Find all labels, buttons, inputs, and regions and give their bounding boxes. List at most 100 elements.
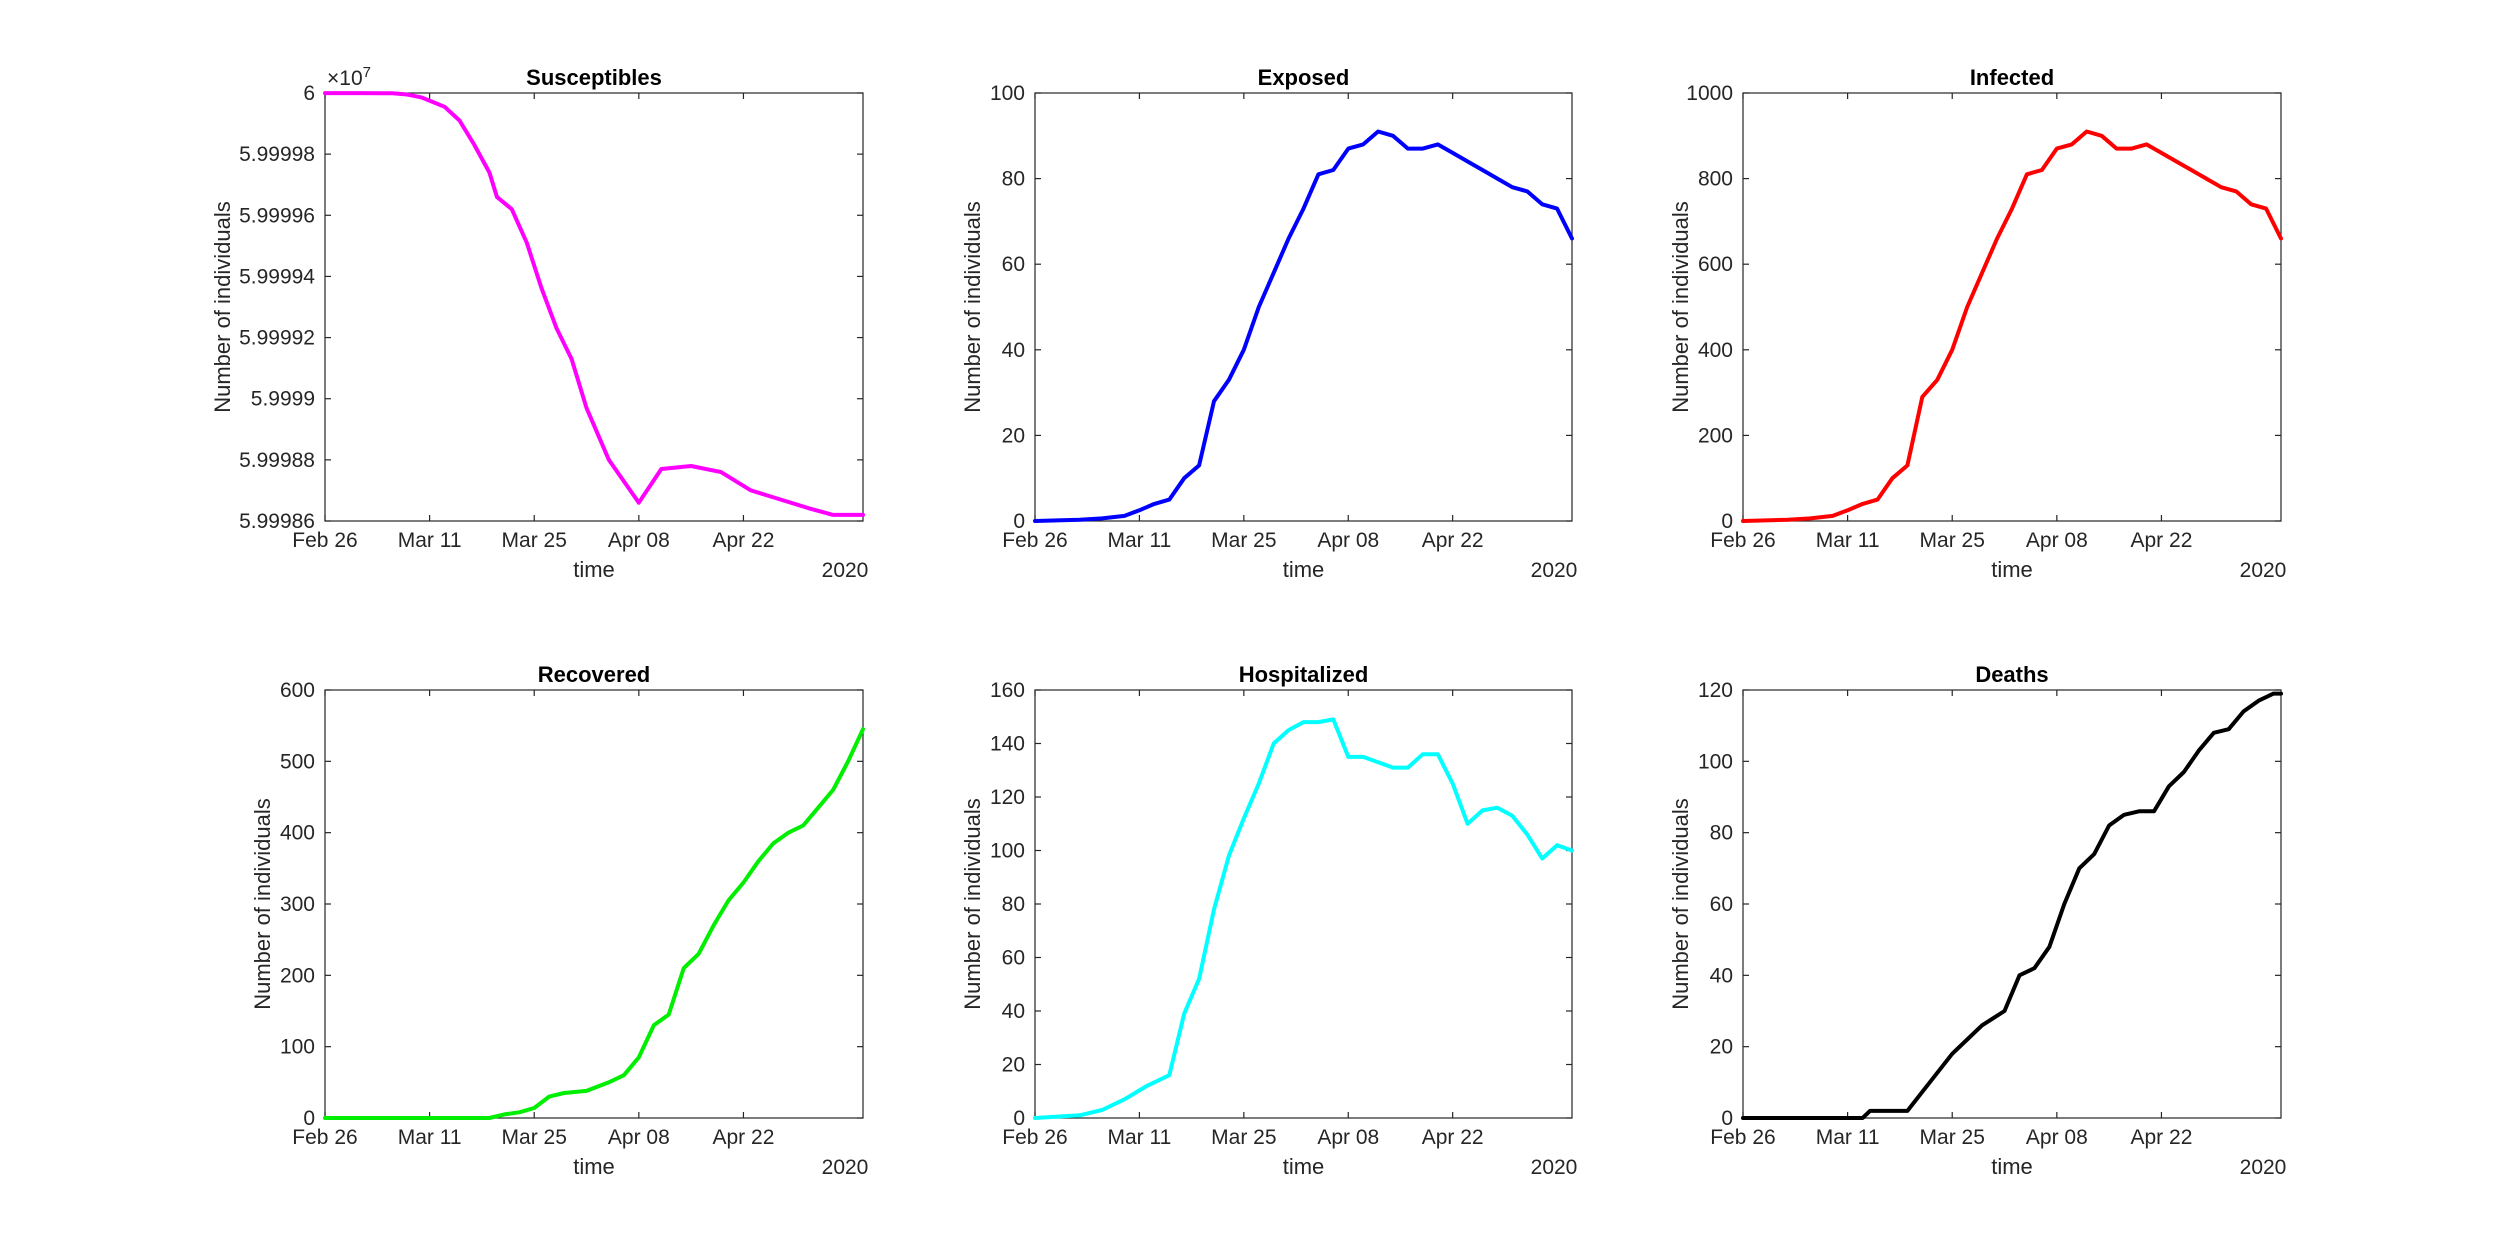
x-tick-label: Mar 25 [502, 1126, 567, 1149]
subplot-deaths: Feb 26 Mar 11 Mar 25 Apr 08 Apr 22 2020 0 20 40 6… [1668, 662, 2286, 1179]
x-tick-label: Apr 08 [1317, 1126, 1379, 1149]
series-line-exposed [1033, 129, 1574, 523]
series-line-infected [1741, 129, 2283, 523]
x-tick-label: Mar 11 [1108, 529, 1172, 552]
y-tick-label: 5.9999 [251, 388, 315, 411]
subplot-recovered: Feb 26 Mar 11 Mar 25 Apr 08 Apr 22 2020 0 100 20… [250, 662, 868, 1179]
y-axis-label: Number of individuals [250, 798, 275, 1010]
y-tick-label: 80 [1002, 168, 1025, 191]
x-tick-label: Apr 22 [713, 529, 775, 552]
x-tick-label: Apr 08 [608, 1126, 670, 1149]
y-tick-labels: 0 20 40 60 80 100 120 140 160 [990, 679, 1025, 1130]
y-tick-label: 400 [1698, 339, 1733, 362]
y-tick-label: 800 [1698, 168, 1733, 191]
y-tick-label: 0 [1721, 1107, 1733, 1130]
x-tick-labels: Feb 26 Mar 11 Mar 25 Apr 08 Apr 22 [1002, 1126, 1483, 1149]
y-tick-label: 600 [1698, 253, 1733, 276]
x-tick-labels: Feb 26 Mar 11 Mar 25 Apr 08 Apr 22 [292, 1126, 774, 1149]
x-tick-label: Apr 22 [713, 1126, 775, 1149]
x-tick-label: Feb 26 [1002, 1126, 1067, 1149]
series-line-recovered [323, 727, 865, 1120]
axes-box [324, 689, 864, 1119]
y-axis-label: Number of individuals [1668, 798, 1693, 1010]
x-tick-label: Apr 08 [1317, 529, 1379, 552]
subplot-susceptibles: Feb 26 Mar 11 Mar 25 Apr 08 Apr 22 2020 5.9998… [210, 64, 868, 582]
y-tick-label: 5.99998 [239, 143, 315, 166]
y-tick-label: 1000 [1686, 82, 1733, 105]
x-tick-labels: Feb 26 Mar 11 Mar 25 Apr 08 Apr 22 [292, 529, 774, 552]
x-tick-label: Apr 08 [2026, 529, 2088, 552]
axes-box [1034, 689, 1573, 1119]
x-year-label: 2020 [2240, 559, 2287, 582]
y-tick-label: 0 [303, 1107, 315, 1130]
y-tick-label: 40 [1002, 1000, 1025, 1023]
chart-title: Recovered [538, 662, 651, 687]
x-tick-labels: Feb 26 Mar 11 Mar 25 Apr 08 Apr 22 [1710, 529, 2192, 552]
x-tick-label: Feb 26 [1002, 529, 1067, 552]
x-axis-label: time [1991, 557, 2033, 582]
axes-box [324, 92, 864, 522]
x-year-label: 2020 [1531, 1156, 1578, 1179]
y-tick-labels: 0 200 400 600 800 1000 [1686, 82, 1733, 533]
x-tick-label: Apr 22 [2131, 529, 2193, 552]
y-tick-labels: 0 20 40 60 80 100 [990, 82, 1025, 533]
y-tick-label: 5.99996 [239, 204, 315, 227]
y-tick-label: 60 [1710, 893, 1733, 916]
y-exponent-label: ×107 [327, 64, 371, 90]
x-tick-label: Mar 25 [1920, 1126, 1985, 1149]
y-tick-label: 100 [990, 840, 1025, 863]
x-tick-label: Apr 22 [1422, 1126, 1484, 1149]
y-axis-label: Number of individuals [1668, 201, 1693, 413]
y-tick-label: 5.99992 [239, 327, 315, 350]
x-year-label: 2020 [822, 559, 869, 582]
y-tick-label: 80 [1710, 822, 1733, 845]
chart-title: Deaths [1975, 662, 2048, 687]
x-axis-label: time [573, 557, 615, 582]
x-year-label: 2020 [1531, 559, 1578, 582]
y-tick-labels: 0 100 200 300 400 500 600 [280, 679, 315, 1130]
y-tick-label: 100 [990, 82, 1025, 105]
y-exponent-base: ×10 [327, 67, 363, 90]
subplot-hospitalized: Feb 26 Mar 11 Mar 25 Apr 08 Apr 22 2020 0 20 40 6… [960, 662, 1577, 1179]
x-tick-label: Feb 26 [292, 529, 357, 552]
x-tick-labels: Feb 26 Mar 11 Mar 25 Apr 08 Apr 22 [1710, 1126, 2192, 1149]
y-tick-label: 6 [303, 82, 315, 105]
subplot-infected: Feb 26 Mar 11 Mar 25 Apr 08 Apr 22 2020 0 200 40… [1668, 65, 2286, 582]
y-tick-label: 400 [280, 822, 315, 845]
x-tick-label: Apr 22 [2131, 1126, 2193, 1149]
chart-title: Hospitalized [1239, 662, 1369, 687]
chart-title: Exposed [1258, 65, 1350, 90]
y-tick-label: 200 [280, 964, 315, 987]
y-tick-label: 0 [1013, 510, 1025, 533]
x-axis-label: time [1991, 1154, 2033, 1179]
x-tick-label: Mar 11 [1108, 1126, 1172, 1149]
x-tick-label: Mar 25 [1211, 1126, 1276, 1149]
y-axis-label: Number of individuals [960, 201, 985, 413]
y-tick-label: 80 [1002, 893, 1025, 916]
chart-title: Susceptibles [526, 65, 662, 90]
x-tick-label: Mar 11 [398, 529, 462, 552]
series-line-susceptibles [323, 91, 865, 517]
x-tick-label: Mar 11 [1816, 1126, 1880, 1149]
y-tick-label: 60 [1002, 947, 1025, 970]
x-tick-label: Mar 25 [502, 529, 567, 552]
y-tick-label: 5.99986 [239, 510, 315, 533]
y-tick-label: 20 [1710, 1036, 1733, 1059]
y-exponent-power: 7 [363, 64, 371, 81]
y-tick-label: 100 [280, 1036, 315, 1059]
y-tick-label: 5.99994 [239, 265, 315, 288]
x-tick-label: Feb 26 [1710, 1126, 1775, 1149]
y-tick-label: 300 [280, 893, 315, 916]
y-tick-label: 5.99988 [239, 449, 315, 472]
x-axis-label: time [573, 1154, 615, 1179]
y-tick-labels: 5.99986 5.99988 5.9999 5.99992 5.99994 5.9999… [239, 82, 315, 533]
y-tick-label: 40 [1002, 339, 1025, 362]
y-tick-label: 60 [1002, 253, 1025, 276]
x-tick-labels: Feb 26 Mar 11 Mar 25 Apr 08 Apr 22 [1002, 529, 1483, 552]
y-tick-label: 0 [1721, 510, 1733, 533]
y-tick-label: 40 [1710, 964, 1733, 987]
x-tick-label: Mar 11 [398, 1126, 462, 1149]
x-tick-label: Apr 08 [608, 529, 670, 552]
series-line-hospitalized [1033, 717, 1574, 1120]
